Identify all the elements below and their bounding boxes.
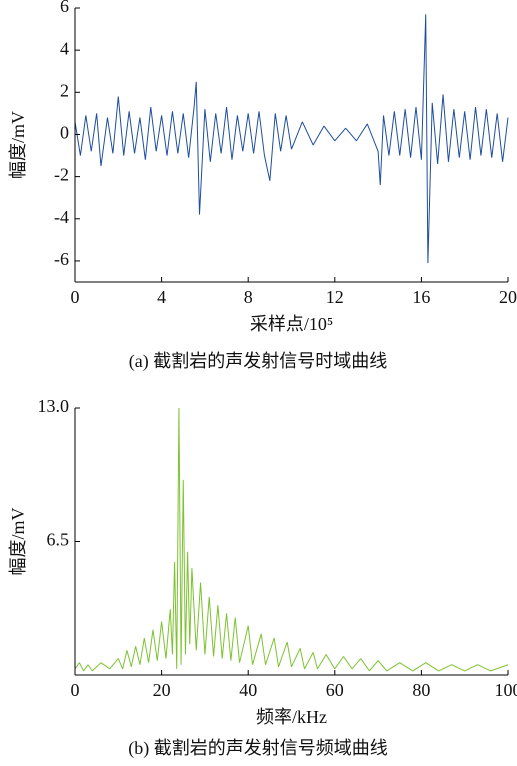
y-tick-label: 2 — [60, 80, 69, 100]
x-tick-label: 20 — [153, 680, 171, 700]
x-tick-label: 8 — [244, 287, 253, 307]
x-axis-label: 采样点/10⁵ — [250, 314, 333, 334]
y-tick-label: 13.0 — [38, 396, 70, 416]
x-tick-label: 0 — [71, 287, 80, 307]
x-tick-label: 80 — [412, 680, 430, 700]
y-tick-label: -6 — [54, 249, 69, 269]
x-tick-label: 0 — [71, 680, 80, 700]
y-axis-label: 幅度/mV — [8, 507, 28, 575]
x-axis-label: 频率/kHz — [256, 707, 327, 727]
x-tick-label: 12 — [326, 287, 344, 307]
y-tick-label: 6 — [60, 0, 69, 16]
caption: (a) 截割岩的声发射信号时域曲线 — [129, 351, 387, 372]
x-tick-label: 40 — [239, 680, 257, 700]
x-tick-label: 4 — [157, 287, 166, 307]
x-tick-label: 16 — [412, 287, 430, 307]
y-tick-label: -4 — [54, 207, 69, 227]
signal-line — [74, 14, 509, 264]
x-tick-label: 20 — [499, 287, 517, 307]
x-tick-label: 60 — [326, 680, 344, 700]
y-tick-label: 4 — [60, 38, 69, 58]
caption: (b) 截割岩的声发射信号频域曲线 — [128, 738, 388, 759]
y-tick-label: 0 — [60, 123, 69, 143]
y-tick-label: -2 — [54, 165, 69, 185]
x-tick-label: 100 — [495, 680, 517, 700]
y-tick-label: 6.5 — [47, 530, 70, 550]
y-axis-label: 幅度/mV — [8, 111, 28, 179]
signal-line — [74, 407, 509, 672]
